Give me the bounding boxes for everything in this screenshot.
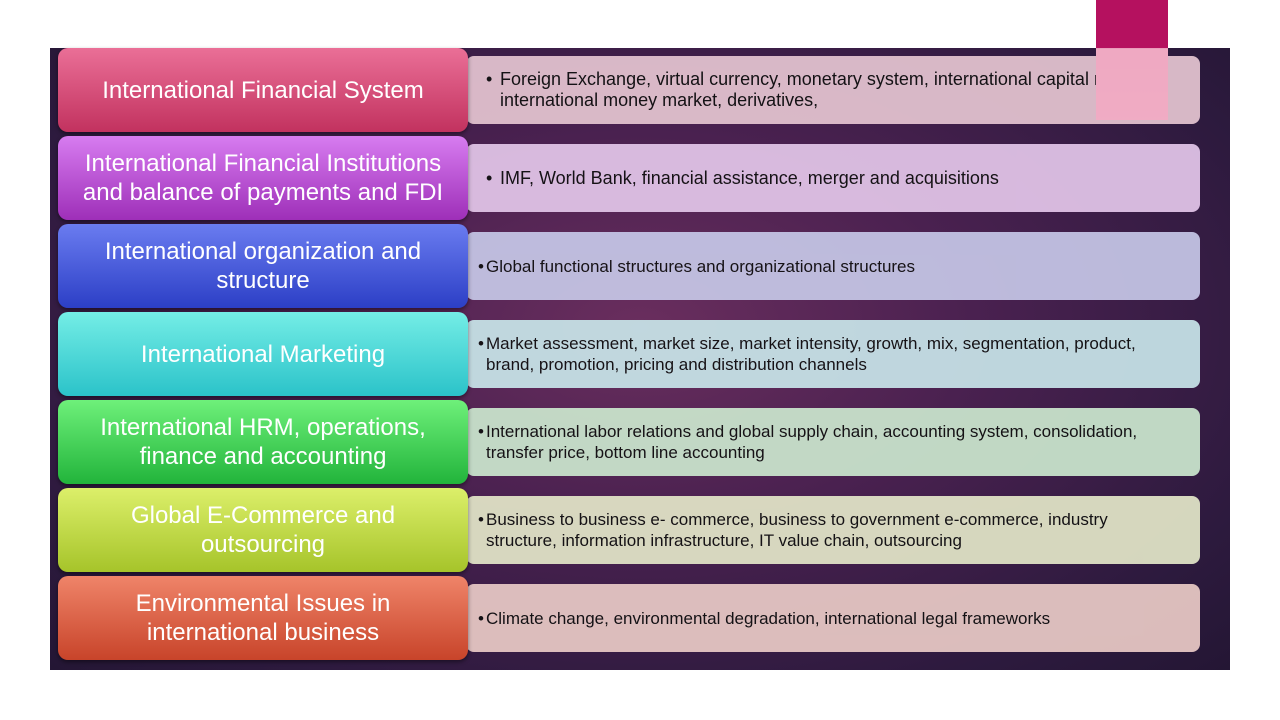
detail-box: • Climate change, environmental degradat…: [466, 584, 1200, 652]
list-item: • Climate change, environmental degradat…: [58, 576, 1202, 660]
bullet-dot: •: [486, 69, 493, 89]
accent-bar-upper: [1096, 0, 1168, 48]
list-item: • Business to business e- commerce, busi…: [58, 488, 1202, 572]
detail-box: • IMF, World Bank, financial assistance,…: [466, 144, 1200, 212]
detail-box: • International labor relations and glob…: [466, 408, 1200, 476]
list-item: • Market assessment, market size, market…: [58, 312, 1202, 396]
topic-box: International Financial System: [58, 48, 468, 132]
bullet-dot: •: [478, 256, 484, 276]
topic-title: Global E-Commerce and outsourcing: [130, 502, 396, 558]
detail-text: International labor relations and global…: [486, 422, 1138, 462]
bullet: • IMF, World Bank, financial assistance,…: [486, 168, 999, 189]
detail-text: Climate change, environmental degradatio…: [486, 608, 1051, 628]
bullet-dot: •: [478, 334, 484, 353]
topic-title: International Marketing: [140, 340, 386, 368]
bullet: • International labor relations and glob…: [478, 421, 1180, 463]
detail-text: Foreign Exchange, virtual currency, mone…: [500, 69, 1154, 110]
topic-title: International Financial Institutions and…: [82, 150, 444, 206]
detail-box: • Business to business e- commerce, busi…: [466, 496, 1200, 564]
topic-title: Environmental Issues in international bu…: [135, 590, 391, 646]
bullet-dot: •: [486, 167, 493, 188]
detail-text: Business to business e- commerce, busine…: [486, 510, 1108, 550]
topic-title: International organization and structure: [104, 238, 422, 294]
topic-title: International HRM, operations, finance a…: [100, 414, 426, 470]
bullet: • Foreign Exchange, virtual currency, mo…: [486, 69, 1180, 111]
topic-box: International organization and structure: [58, 224, 468, 308]
bullet: • Climate change, environmental degradat…: [478, 608, 1050, 629]
topic-box: Global E-Commerce and outsourcing: [58, 488, 468, 572]
list-item: • Global functional structures and organ…: [58, 224, 1202, 308]
detail-text: Market assessment, market size, market i…: [486, 334, 1136, 374]
topic-box: International Marketing: [58, 312, 468, 396]
detail-box: • Foreign Exchange, virtual currency, mo…: [466, 56, 1200, 124]
bullet: • Global functional structures and organ…: [478, 256, 915, 277]
detail-text: IMF, World Bank, financial assistance, m…: [500, 167, 999, 188]
list-item: • Foreign Exchange, virtual currency, mo…: [58, 48, 1202, 132]
detail-box: • Market assessment, market size, market…: [466, 320, 1200, 388]
detail-box: • Global functional structures and organ…: [466, 232, 1200, 300]
bullet-dot: •: [478, 608, 484, 628]
topic-box: International HRM, operations, finance a…: [58, 400, 468, 484]
bullet: • Market assessment, market size, market…: [478, 333, 1180, 375]
detail-text: Global functional structures and organiz…: [486, 256, 916, 276]
topic-box: Environmental Issues in international bu…: [58, 576, 468, 660]
accent-bar: [1096, 0, 1168, 120]
list-item: • International labor relations and glob…: [58, 400, 1202, 484]
bullet: • Business to business e- commerce, busi…: [478, 509, 1180, 551]
bullet-dot: •: [478, 510, 484, 529]
list-item: • IMF, World Bank, financial assistance,…: [58, 136, 1202, 220]
bullet-dot: •: [478, 422, 484, 441]
topic-box: International Financial Institutions and…: [58, 136, 468, 220]
accent-bar-lower: [1096, 48, 1168, 120]
topic-title: International Financial System: [102, 76, 424, 104]
